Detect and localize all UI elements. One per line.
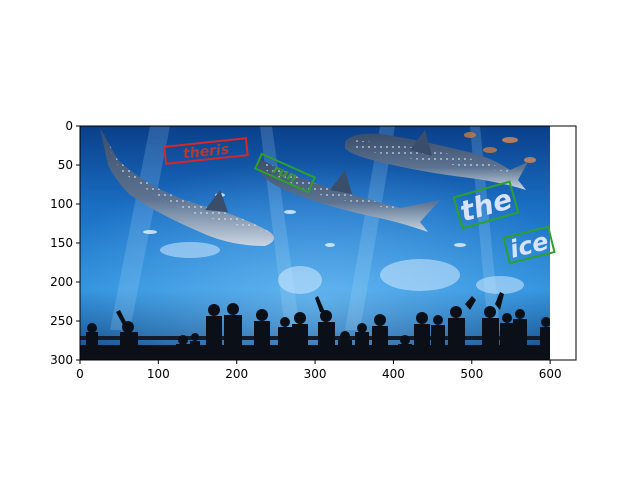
text-region-theris: theris [163,137,249,165]
y-tick-label: 0 [65,119,73,133]
x-tick-label: 600 [539,367,562,381]
whale-shark-left [100,128,274,246]
x-tick-label: 300 [304,367,327,381]
text-region-box [163,137,249,165]
y-tick-label: 50 [58,158,73,172]
axes: 0 100 200 300 400 500 600 0 50 100 150 200 250 300 [50,119,577,381]
x-tick-label: 100 [147,367,170,381]
y-tick-label: 300 [50,353,73,367]
y-axis-ticks: 0 50 100 150 200 250 300 [50,119,80,367]
text-region-box [502,225,556,265]
x-tick-label: 500 [460,367,483,381]
y-tick-label: 250 [50,314,73,328]
x-tick-label: 0 [76,367,84,381]
y-tick-label: 200 [50,275,73,289]
crowd-silhouettes [80,292,550,360]
whale-shark-right [345,130,528,190]
y-tick-label: 150 [50,236,73,250]
aquarium-photo [80,126,550,360]
text-region-box [452,180,520,230]
text-region-box [253,152,317,194]
y-tick-label: 100 [50,197,73,211]
x-axis-ticks: 0 100 200 300 400 500 600 [76,360,562,381]
whale-shark-middle [258,158,440,232]
fish-school [160,242,524,294]
text-region-word: theris [182,142,230,163]
x-tick-label: 200 [225,367,248,381]
x-tick-label: 400 [382,367,405,381]
